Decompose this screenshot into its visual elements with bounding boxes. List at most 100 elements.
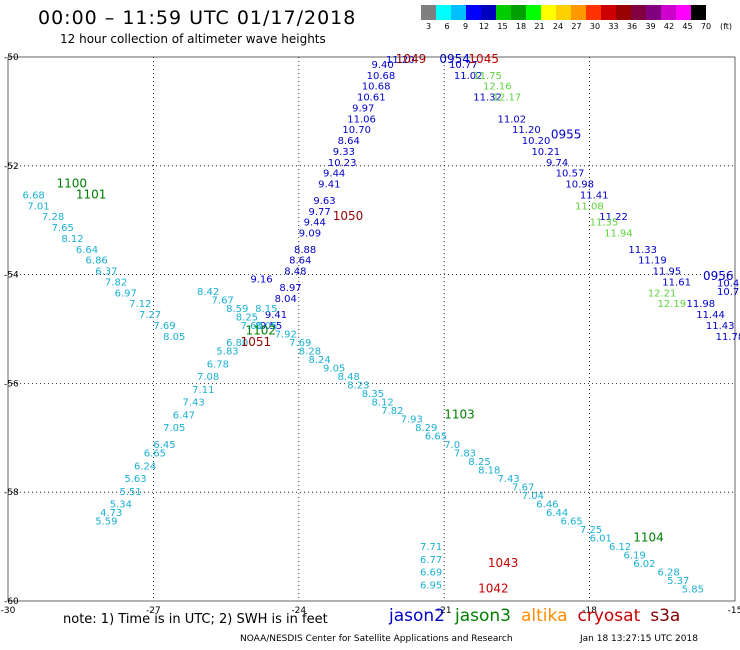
data-label-jason3: 11.75 (473, 71, 502, 82)
satellite-s3a: s3a (650, 606, 681, 626)
data-label-jason2: 10.20 (522, 136, 551, 147)
generation-timestamp: Jan 18 13:27:15 UTC 2018 (580, 634, 698, 644)
data-label-cryosat: 7.82 (105, 277, 127, 288)
data-label-jason2: 10.68 (367, 71, 396, 82)
footer-credit: NOAA/NESDIS Center for Satellite Applica… (240, 634, 513, 644)
data-label-jason2: 11.02 (454, 71, 483, 82)
pass-time-label: 1104 (633, 531, 664, 545)
data-label-cryosat: 7.43 (182, 398, 204, 409)
legend-swatch (481, 5, 496, 20)
pass-time-label: 0954 (439, 52, 470, 66)
x-tick-label: -15 (728, 606, 740, 616)
legend-swatch (631, 5, 646, 20)
data-label-jason2: 8.64 (289, 256, 311, 267)
data-label-cryosat: 8.12 (372, 398, 394, 409)
legend-value: 70 (700, 22, 712, 31)
legend-value: 6 (444, 22, 450, 31)
satellite-jason3: jason3 (455, 606, 511, 626)
data-label-cryosat: 8.59 (226, 304, 248, 315)
data-label-cryosat: 6.12 (609, 542, 631, 553)
data-label-jason2: 11.02 (498, 114, 527, 125)
satellite-cryosat: cryosat (577, 606, 641, 626)
x-tick-label: -21 (437, 606, 452, 616)
data-label-jason2: 8.04 (275, 294, 297, 305)
data-label-jason2: 11.95 (653, 267, 682, 278)
data-label-jason2: 11.33 (628, 245, 657, 256)
legend-swatch (646, 5, 661, 20)
data-label-cryosat: 9.05 (323, 364, 345, 375)
x-tick-label: -30 (1, 606, 16, 616)
data-label-cryosat: 6.01 (590, 534, 612, 545)
data-label-jason2: 11.22 (599, 212, 628, 223)
data-label-cryosat: 5.34 (110, 500, 132, 511)
legend-value: 12 (478, 22, 490, 31)
data-label-cryosat: 8.42 (197, 287, 219, 298)
data-label-cryosat: 7.93 (401, 415, 423, 426)
data-label-cryosat: 6.69 (420, 568, 442, 579)
data-label-cryosat: 7.43 (498, 474, 520, 485)
pass-time-label: 1102 (245, 323, 276, 337)
data-label-jason2: 9.44 (323, 169, 345, 180)
data-label-jason2: 9.40 (372, 60, 394, 71)
data-label-cryosat: 7.60 (241, 321, 263, 332)
data-label-jason2: 9.41 (265, 310, 287, 321)
legend-value: 27 (571, 22, 582, 31)
data-label-jason2: 8.64 (338, 136, 360, 147)
data-label-cryosat: 7.04 (522, 491, 544, 502)
data-label-jason2: 10.21 (531, 147, 560, 158)
data-label-cryosat: 6.46 (536, 500, 558, 511)
data-label-cryosat: 6.28 (657, 568, 679, 579)
data-label-jason2: 9.33 (333, 147, 355, 158)
legend-swatch (436, 5, 451, 20)
data-label-cryosat: 6.24 (134, 461, 156, 472)
pass-time-label: 1050 (333, 209, 364, 223)
pass-time-label: 1103 (444, 407, 475, 421)
data-label-cryosat: 7.11 (192, 385, 214, 396)
data-label-jason3: 11.35 (590, 218, 619, 229)
data-label-cryosat: 7.67 (512, 483, 534, 494)
legend-unit: (ft) (719, 22, 733, 31)
data-label-jason3: 12.16 (483, 82, 512, 93)
data-label-jason2: 10.98 (565, 180, 594, 191)
data-label-jason3: 11.94 (604, 229, 633, 240)
data-label-cryosat: 5.59 (95, 517, 117, 528)
data-label-jason2: 10.23 (328, 158, 357, 169)
data-label-cryosat: 8.23 (347, 381, 369, 392)
data-label-cryosat: 7.28 (42, 212, 64, 223)
y-tick-label: -60 (4, 597, 19, 607)
legend-swatch (601, 5, 616, 20)
data-label-cryosat: 7.12 (129, 299, 151, 310)
satellite-legend: jason2 jason3 altika cryosat s3a (389, 606, 690, 626)
data-label-jason2: 11.06 (347, 114, 376, 125)
legend-value: 24 (552, 22, 564, 31)
data-label-jason2: 11.78 (716, 332, 740, 343)
data-label-cryosat: 6.65 (144, 449, 166, 460)
legend-swatch (586, 5, 601, 20)
data-label-jason2: 9.63 (313, 196, 335, 207)
data-label-cryosat: 8.25 (468, 457, 490, 468)
data-label-cryosat: 7.69 (289, 338, 311, 349)
data-label-cryosat: 6.65 (425, 432, 447, 443)
data-label-jason2: 10.68 (362, 82, 391, 93)
data-label-jason2: 11.41 (580, 190, 609, 201)
y-tick-label: -52 (4, 162, 19, 172)
plot-frame (7, 56, 736, 602)
legend-value: 21 (534, 22, 545, 31)
data-label-cryosat: 7.01 (27, 201, 49, 212)
legend-value: 42 (663, 22, 675, 31)
pass-time-label: 1101 (76, 187, 107, 201)
legend-swatch (661, 5, 676, 20)
data-label-jason2: 10.40 (717, 279, 740, 290)
x-tick-label: -24 (291, 606, 306, 616)
data-label-cryosat: 7.08 (197, 372, 219, 383)
data-label-cryosat: 5.85 (682, 585, 704, 596)
data-label-jason2: 9.55 (260, 321, 282, 332)
legend-swatch (421, 5, 436, 20)
x-tick-label: -18 (582, 606, 597, 616)
data-label-cryosat: 8.29 (415, 423, 437, 434)
y-tick-label: -58 (4, 488, 19, 498)
x-tick-label: -27 (146, 606, 161, 616)
data-label-cryosat: 7.27 (139, 310, 161, 321)
data-label-cryosat: 8.48 (338, 372, 360, 383)
pass-time-label: 1045 (468, 52, 499, 66)
